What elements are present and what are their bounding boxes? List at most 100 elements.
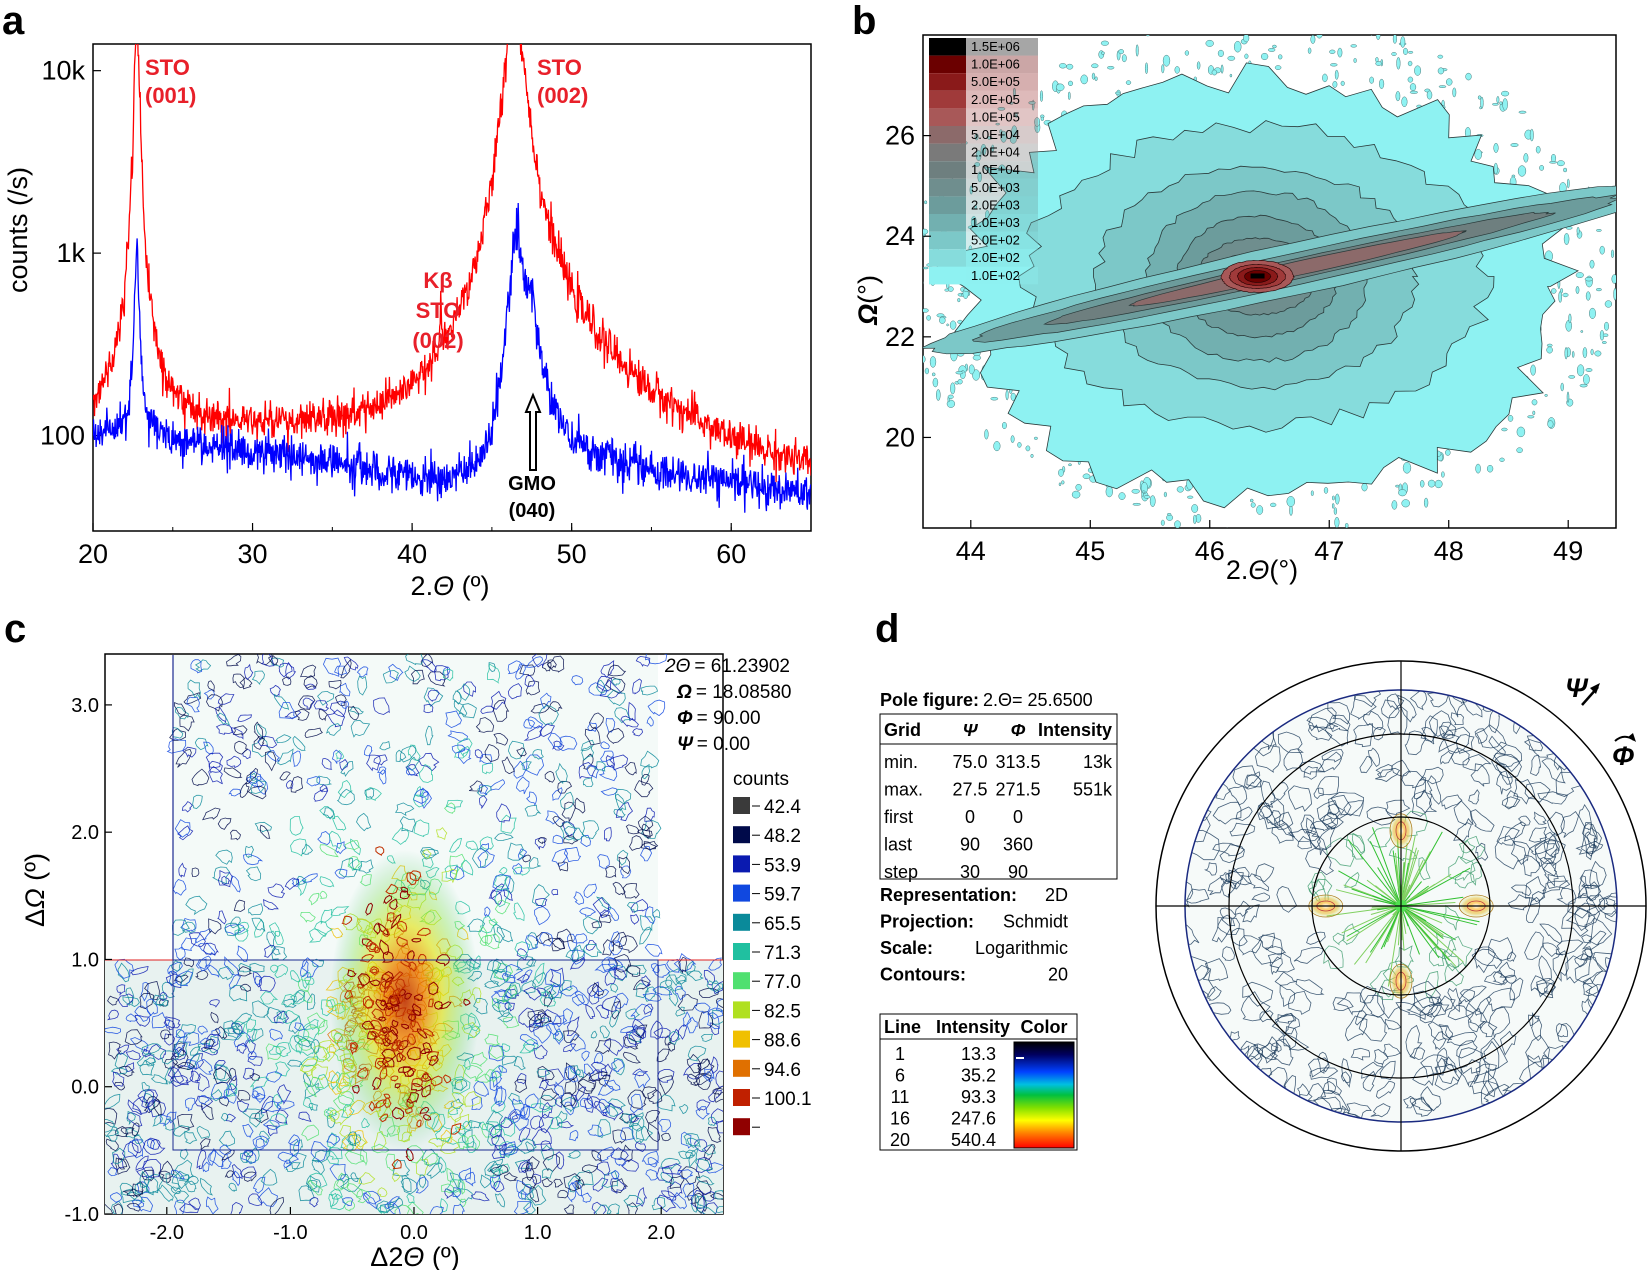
pole-noise-contour: [1453, 800, 1474, 826]
pole-noise-contour: [1406, 990, 1435, 1016]
pole-noise-contour: [1498, 961, 1515, 978]
noise-speck: [1544, 393, 1548, 397]
noise-contour-c: [612, 931, 628, 948]
x-tick-label-a: 50: [557, 539, 587, 569]
pole-noise-contour: [1259, 1010, 1274, 1023]
pole-noise-contour: [1597, 895, 1617, 909]
noise-contour-c: [122, 1188, 143, 1197]
noise-speck: [1407, 76, 1414, 83]
noise-contour-c: [304, 976, 315, 985]
noise-contour-c: [340, 658, 352, 679]
noise-speck: [1009, 101, 1014, 105]
noise-contour-c: [227, 1027, 244, 1039]
noise-contour-c: [285, 661, 297, 680]
noise-speck: [1530, 364, 1536, 376]
grid-cell: 551k: [1073, 780, 1113, 800]
noise-contour-c: [331, 749, 342, 764]
noise-contour-c: [290, 838, 307, 857]
noise-speck: [1305, 28, 1313, 34]
noise-speck: [936, 389, 941, 401]
legend-label-c: 59.7: [764, 885, 801, 906]
noise-speck: [997, 106, 1006, 111]
noise-contour-c: [659, 979, 673, 989]
noise-contour-c: [278, 662, 293, 678]
peak-contour-c: [400, 886, 408, 893]
peak-contour-c: [428, 1055, 439, 1066]
pole-noise-contour: [1473, 1063, 1497, 1085]
noise-contour-c: [242, 1108, 265, 1120]
pole-center-ray: [1400, 905, 1440, 959]
pole-noise-contour: [1503, 821, 1526, 842]
pole-noise-contour: [1533, 811, 1547, 825]
pole-noise-contour: [1454, 870, 1475, 889]
noise-contour-c: [493, 1180, 505, 1193]
noise-contour-c: [541, 1168, 554, 1179]
pole-noise-contour: [1534, 840, 1566, 867]
noise-contour-c: [208, 765, 223, 785]
noise-contour-c: [215, 724, 234, 735]
noise-contour-c: [429, 1206, 444, 1214]
noise-contour-c: [151, 1011, 171, 1029]
noise-contour-c: [105, 1118, 116, 1133]
noise-contour-c: [491, 999, 513, 1014]
grid-cell: last: [884, 835, 912, 855]
noise-contour-c: [107, 995, 120, 1006]
noise-contour-c: [530, 1115, 545, 1130]
x-tick-label-a: 40: [397, 539, 427, 569]
noise-contour-c: [109, 1192, 122, 1204]
streak-contour: [1128, 230, 1467, 307]
noise-speck: [1184, 50, 1190, 56]
noise-contour-c: [583, 1063, 595, 1076]
noise-contour-c: [170, 1186, 182, 1195]
line-header-cell: Color: [1021, 1017, 1068, 1037]
peak-contour-c: [416, 927, 431, 937]
noise-contour-c: [526, 791, 538, 807]
noise-contour-c: [628, 701, 636, 722]
noise-contour-c: [593, 1100, 608, 1117]
noise-speck: [1452, 87, 1457, 98]
pole-figure-title: Pole figure: 2.Θ= 25.6500: [880, 690, 1093, 710]
peak-contour-c: [374, 1057, 388, 1070]
peak-contour-c: [361, 938, 373, 948]
noise-contour-c: [513, 902, 525, 922]
pole-noise-contour: [1219, 907, 1237, 927]
pole-noise-contour: [1306, 931, 1326, 945]
noise-contour-c: [614, 788, 632, 805]
noise-contour-c: [682, 1062, 702, 1080]
noise-contour-c: [391, 827, 410, 845]
pole-center-ray: [1341, 905, 1402, 934]
noise-contour-c: [563, 1204, 575, 1214]
pole-noise-contour: [1510, 841, 1531, 865]
noise-contour-c: [205, 752, 224, 769]
colorbar-label-b: 5.0E+02: [971, 233, 1020, 248]
noise-contour-c: [344, 1150, 365, 1165]
colorbar-label-b: 2.0E+02: [971, 250, 1020, 265]
pole-noise-contour: [1374, 1049, 1389, 1067]
noise-contour-c: [582, 753, 594, 770]
noise-contour-c: [253, 918, 265, 938]
noise-contour-c: [307, 1179, 318, 1192]
noise-contour-c: [274, 930, 284, 946]
pole-noise-contour: [1375, 764, 1393, 778]
noise-speck: [1375, 35, 1381, 40]
noise-speck: [1611, 274, 1616, 284]
noise-speck: [989, 185, 992, 193]
noise-contour-c: [615, 802, 634, 822]
noise-contour-c: [184, 1130, 198, 1145]
noise-contour-c: [504, 876, 515, 894]
noise-contour-c: [467, 1120, 482, 1129]
peak-contour-c: [368, 966, 380, 974]
noise-speck: [1316, 35, 1323, 39]
legend-label-c: 82.5: [764, 1001, 801, 1022]
noise-contour-c: [248, 770, 263, 785]
noise-speck: [1177, 29, 1181, 32]
noise-contour-c: [110, 1153, 124, 1171]
pole-noise-contour: [1414, 776, 1427, 800]
noise-contour-c: [336, 1172, 350, 1190]
noise-contour-c: [604, 827, 612, 842]
noise-speck: [1215, 24, 1219, 29]
pole-noise-contour: [1567, 894, 1597, 919]
noise-contour-c: [597, 1161, 611, 1176]
noise-contour-c: [197, 942, 216, 957]
